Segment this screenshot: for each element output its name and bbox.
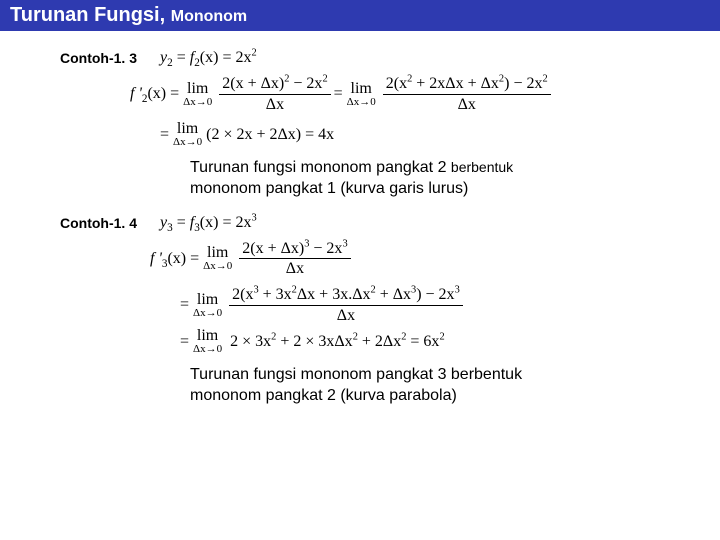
example-1-4-derivative-line3: = limΔx→0 2 × 3x2 + 2 × 3xΔx2 + 2Δx2 = 6… xyxy=(180,328,720,355)
fraction: 2(x3 + 3x2Δx + 3x.Δx2 + Δx3) − 2x3 Δx xyxy=(229,286,463,324)
limit-icon: limΔx→0 xyxy=(347,81,376,108)
example-1-3-label: Contoh-1. 3 xyxy=(60,50,160,66)
example-1-4-definition: y3 = f3(x) = 2x3 xyxy=(160,214,257,232)
limit-icon: limΔx→0 xyxy=(183,81,212,108)
example-1-3-derivative-line1: f '2(x) = limΔx→0 2(x + Δx)2 − 2x2 Δx = … xyxy=(130,75,720,113)
fraction: 2(x + Δx)3 − 2x3 Δx xyxy=(239,240,350,278)
example-1-3-derivative-line2: = limΔx→0 (2 × 2x + 2Δx) = 4x xyxy=(160,121,720,148)
example-1-4-header: Contoh-1. 4 y3 = f3(x) = 2x3 xyxy=(60,214,720,232)
title-bar: Turunan Fungsi, Mononom xyxy=(0,0,720,31)
example-1-4-conclusion: Turunan fungsi mononom pangkat 3 berbent… xyxy=(190,365,660,407)
limit-icon: limΔx→0 xyxy=(203,245,232,272)
limit-icon: limΔx→0 xyxy=(173,121,202,148)
fraction: 2(x + Δx)2 − 2x2 Δx xyxy=(219,75,330,113)
example-1-4-derivative-line1: f '3(x) = limΔx→0 2(x + Δx)3 − 2x3 Δx xyxy=(150,240,720,278)
example-1-4-derivative-line2: = limΔx→0 2(x3 + 3x2Δx + 3x.Δx2 + Δx3) −… xyxy=(180,286,720,324)
slide-content: Contoh-1. 3 y2 = f2(x) = 2x2 f '2(x) = l… xyxy=(0,31,720,407)
example-1-3-conclusion: Turunan fungsi mononom pangkat 2 berbent… xyxy=(190,158,660,200)
title-sub: Mononom xyxy=(171,8,247,25)
example-1-4-label: Contoh-1. 4 xyxy=(60,215,160,231)
fraction: 2(x2 + 2xΔx + Δx2) − 2x2 Δx xyxy=(383,75,551,113)
title-main: Turunan Fungsi, xyxy=(10,4,171,26)
limit-icon: limΔx→0 xyxy=(193,292,222,319)
example-1-3-definition: y2 = f2(x) = 2x2 xyxy=(160,49,257,67)
example-1-3-header: Contoh-1. 3 y2 = f2(x) = 2x2 xyxy=(60,49,720,67)
limit-icon: limΔx→0 xyxy=(193,328,222,355)
